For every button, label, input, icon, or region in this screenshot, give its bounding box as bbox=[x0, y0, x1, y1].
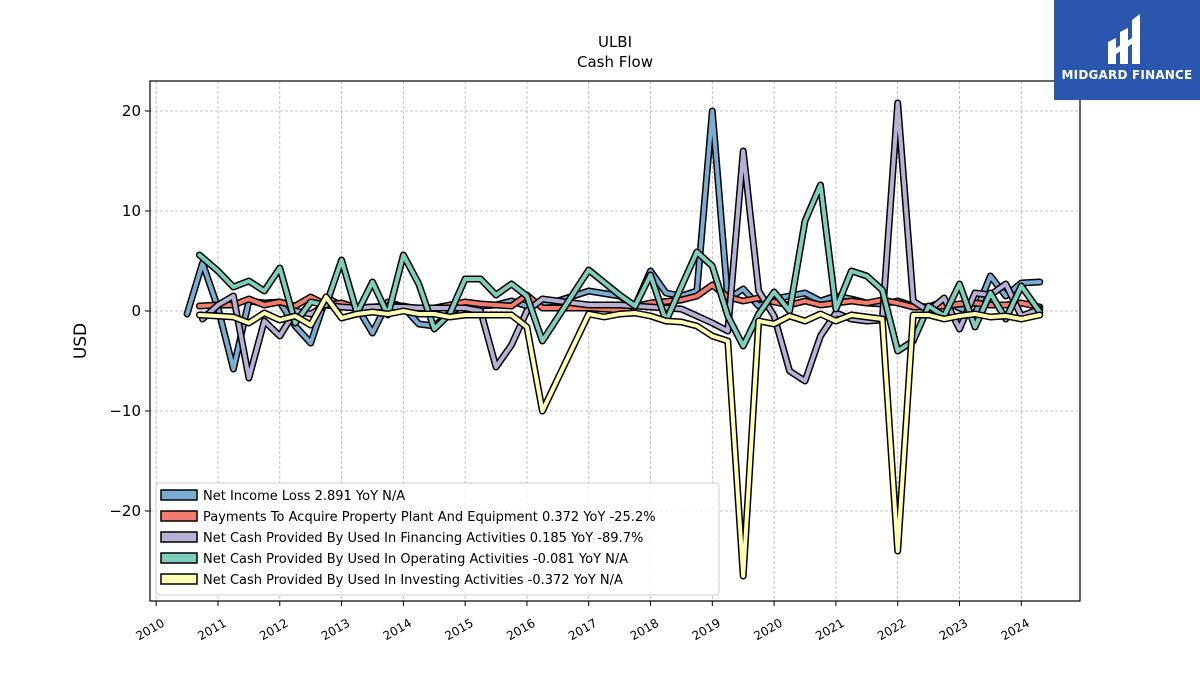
x-tick-label: 2023 bbox=[937, 616, 970, 643]
x-tick-label: 2021 bbox=[813, 616, 846, 643]
y-tick-label: 10 bbox=[122, 202, 141, 220]
legend-label: Payments To Acquire Property Plant And E… bbox=[203, 510, 656, 525]
x-tick-label: 2018 bbox=[628, 616, 661, 643]
x-tick-label: 2022 bbox=[875, 616, 908, 643]
legend-swatch bbox=[160, 552, 198, 564]
legend-swatch bbox=[160, 489, 198, 501]
y-axis-label: USD bbox=[71, 323, 91, 359]
x-tick-label: 2010 bbox=[133, 616, 166, 643]
x-tick-label: 2017 bbox=[566, 616, 599, 643]
series-line-4 bbox=[195, 293, 1044, 580]
midgard-finance-logo: MIDGARD FINANCE bbox=[1054, 0, 1200, 100]
legend-swatch bbox=[160, 531, 198, 543]
x-tick-label: 2013 bbox=[319, 616, 352, 643]
plot-frame bbox=[149, 80, 1081, 602]
x-tick-label: 2014 bbox=[381, 616, 414, 643]
legend-label: Net Cash Provided By Used In Operating A… bbox=[203, 552, 628, 567]
y-tick-label: −10 bbox=[109, 402, 141, 420]
x-tick-label: 2011 bbox=[195, 616, 228, 643]
series-stroke bbox=[197, 295, 1042, 578]
logo-mark-icon bbox=[1108, 14, 1140, 64]
x-tick-label: 2012 bbox=[257, 616, 290, 643]
legend-label: Net Income Loss 2.891 YoY N/A bbox=[203, 489, 405, 504]
x-tick-label: 2019 bbox=[690, 616, 723, 643]
x-tick-label: 2020 bbox=[751, 616, 784, 643]
x-tick-label: 2016 bbox=[504, 616, 537, 643]
chart-title: ULBI bbox=[598, 33, 632, 51]
y-tick-label: 20 bbox=[122, 102, 141, 120]
x-tick-label: 2024 bbox=[999, 616, 1032, 643]
logo-text: MIDGARD FINANCE bbox=[1061, 68, 1193, 82]
legend-swatch bbox=[160, 573, 198, 585]
legend-label: Net Cash Provided By Used In Investing A… bbox=[203, 573, 623, 588]
x-tick-label: 2015 bbox=[442, 616, 475, 643]
y-tick-label: 0 bbox=[131, 302, 141, 320]
legend-label: Net Cash Provided By Used In Financing A… bbox=[203, 531, 643, 546]
series-lines bbox=[183, 99, 1044, 580]
legend-swatch bbox=[160, 510, 198, 522]
legend: Net Income Loss 2.891 YoY N/A Payments To… bbox=[155, 482, 720, 596]
y-tick-label: −20 bbox=[109, 502, 141, 520]
chart-subtitle: Cash Flow bbox=[577, 53, 653, 71]
legend-box bbox=[155, 482, 720, 596]
